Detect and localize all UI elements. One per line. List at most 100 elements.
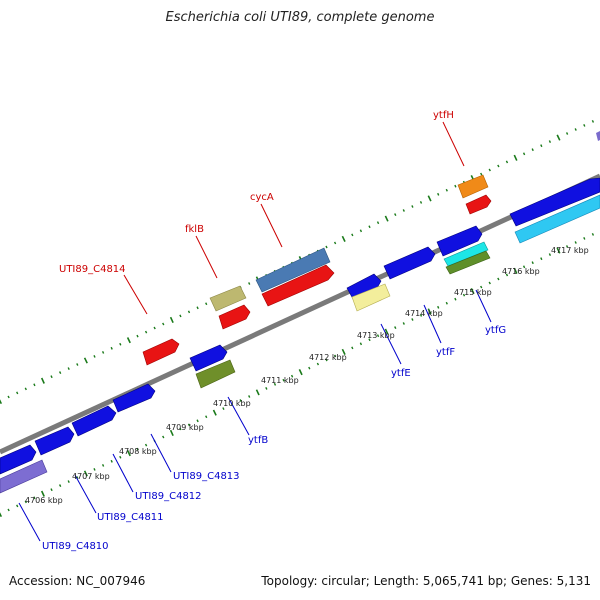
scale-tick (412, 318, 413, 320)
scale-tick (257, 390, 260, 395)
scale-tick (77, 363, 78, 365)
kbp-label: 4715 kbp (454, 288, 492, 297)
scale-tick (412, 205, 413, 207)
scale-tick (438, 193, 439, 195)
scale-tick (0, 511, 1, 516)
genome-summary: Topology: circular; Length: 5,065,741 bp… (261, 574, 591, 588)
gene-label-ytfG: ytfG (485, 325, 506, 336)
kbp-label: 4709 kbp (166, 423, 204, 432)
scale-tick (68, 368, 69, 370)
scale-tick (85, 358, 88, 363)
scale-tick (455, 185, 456, 187)
kbp-label: 4710 kbp (213, 399, 251, 408)
scale-tick (51, 489, 52, 491)
scale-tick (146, 331, 147, 333)
scale-tick (541, 258, 542, 260)
scale-tick (60, 485, 61, 487)
scale-tick (584, 237, 585, 239)
bottom-gene-labels: UTI89_C4810 UTI89_C4811 UTI89_C4812 UTI8… (42, 325, 506, 552)
scale-tick (51, 376, 52, 378)
scale-tick (163, 323, 164, 325)
gene-fklB (210, 286, 250, 329)
scale-tick (309, 367, 310, 369)
genome-backbone (0, 176, 600, 452)
scale-tick (557, 135, 560, 140)
scale-tick (8, 509, 9, 511)
genome-map-page: Escherichia coli UTI89, complete genome (0, 0, 600, 600)
gene-label-fklB: fklB (185, 224, 204, 235)
gene-label-UTI89_C4812: UTI89_C4812 (135, 491, 202, 502)
scale-tick (34, 384, 35, 386)
scale-tick (128, 338, 131, 343)
scale-tick (428, 196, 431, 201)
scale-tick (489, 169, 490, 171)
scale-tick (481, 173, 482, 175)
kbp-label: 4714 kbp (405, 309, 443, 318)
top-gene-labels: UTI89_C4814 fklB cycA ytfH (59, 110, 454, 275)
scale-tick (197, 307, 198, 309)
scale-tick (532, 262, 533, 264)
scale-tick (455, 298, 456, 300)
scale-tick (163, 436, 164, 438)
scale-tick (360, 343, 361, 345)
scale-tick (575, 241, 576, 243)
scale-tick (249, 282, 250, 284)
scale-tick (68, 481, 69, 483)
scale-tick (317, 363, 318, 365)
scale-tick (206, 303, 207, 305)
kbp-label: 4708 kbp (119, 447, 157, 456)
gene-right-edge (510, 131, 600, 243)
scale-tick (498, 165, 499, 167)
gene-label-ytfH: ytfH (433, 110, 454, 121)
scale-tick (592, 233, 593, 235)
gene-label-cycA: cycA (250, 192, 274, 203)
scale-tick (326, 246, 327, 248)
scale-tick (541, 145, 542, 147)
scale-tick (446, 189, 447, 191)
scale-tick (342, 236, 345, 241)
scale-tick (369, 226, 370, 228)
scale-tick (395, 214, 396, 216)
kbp-label: 4717 kbp (551, 246, 589, 255)
scale-tick (575, 128, 576, 130)
scale-tick (197, 420, 198, 422)
scale-tick (446, 302, 447, 304)
gene-ytfH (458, 175, 491, 214)
scale-tick (592, 120, 593, 122)
scale-tick (189, 311, 190, 313)
scale-tick (206, 416, 207, 418)
scale-tick (532, 149, 533, 151)
scale-tick (506, 161, 507, 163)
gene-UTI89_C4814 (143, 339, 179, 365)
gene-label-UTI89_C4810: UTI89_C4810 (42, 541, 109, 552)
scale-tick (524, 153, 525, 155)
accession-label: Accession: NC_007946 (9, 574, 145, 588)
scale-tick (498, 278, 499, 280)
scale-tick (154, 327, 155, 329)
scale-tick (171, 317, 174, 323)
scale-tick (266, 387, 267, 389)
scale-tick (103, 464, 104, 466)
scale-tick (567, 132, 568, 134)
kbp-label: 4706 kbp (25, 496, 63, 505)
scale-tick (395, 327, 396, 329)
scale-tick (180, 315, 181, 317)
scale-tick (385, 216, 388, 221)
scale-tick (352, 347, 353, 349)
scale-tick (25, 388, 26, 390)
scale-tick (352, 234, 353, 236)
kbp-label: 4711 kbp (261, 376, 299, 385)
kbp-label: 4707 kbp (72, 472, 110, 481)
scale-tick (299, 369, 302, 375)
scale-tick (403, 209, 404, 211)
scale-tick (60, 372, 61, 374)
scale-tick (403, 322, 404, 324)
kbp-label: 4713 kbp (357, 331, 395, 340)
scale-tick (549, 141, 550, 143)
scale-tick (214, 410, 217, 415)
scale-tick (0, 398, 1, 403)
gene-label-UTI89_C4813: UTI89_C4813 (173, 471, 240, 482)
scale-tick (103, 351, 104, 353)
genome-map: 4706 kbp 4707 kbp 4708 kbp 4709 kbp 4710… (0, 0, 600, 600)
gene-label-UTI89_C4814: UTI89_C4814 (59, 264, 126, 275)
